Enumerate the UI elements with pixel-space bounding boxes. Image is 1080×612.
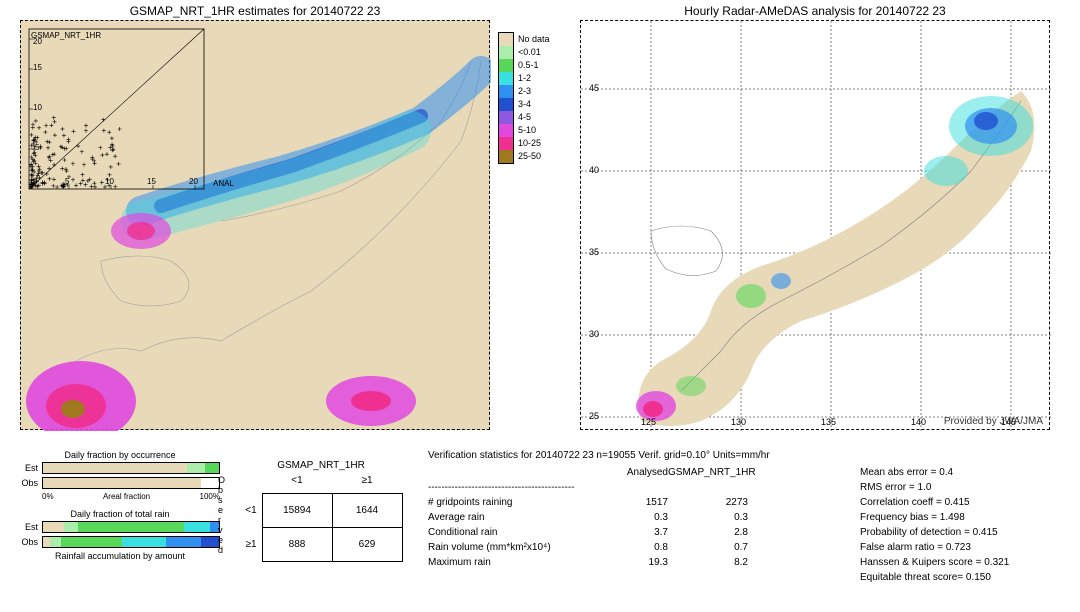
stats-title: Verification statistics for 20140722 23 … — [428, 448, 770, 463]
inset-ytick-4: 20 — [33, 37, 42, 46]
observed-label: Observed — [218, 475, 228, 555]
bar-est-1: Est — [20, 463, 42, 473]
xmin-1: 0% — [42, 492, 54, 501]
bar-occ-obs — [42, 477, 220, 489]
ct-col-2: ≥1 — [332, 475, 402, 493]
lon-125: 125 — [641, 417, 656, 427]
bar-tot-est — [42, 521, 220, 533]
ct-cell-01: 1644 — [332, 493, 403, 528]
inset-ytick-3: 15 — [33, 63, 42, 72]
inset-xtick-1: 5 — [65, 177, 69, 186]
right-map-panel: 45 40 35 30 25 125 130 135 140 145 Provi… — [580, 20, 1050, 430]
color-legend: No data<0.010.5-11-22-33-44-55-1010-2525… — [498, 32, 550, 165]
lat-30: 30 — [589, 329, 599, 339]
inset-ytick-1: 5 — [35, 143, 39, 152]
lat-35: 35 — [589, 247, 599, 257]
ct-title: GSMAP_NRT_1HR — [240, 460, 402, 471]
left-map-panel: GSMAP_NRT_1HR 5 10 15 20 5 10 15 20 ANAL — [20, 20, 490, 430]
lon-130: 130 — [731, 417, 746, 427]
lat-40: 40 — [589, 165, 599, 175]
fraction-title-2: Daily fraction of total rain — [20, 509, 220, 519]
bar-tot-obs — [42, 536, 220, 548]
stats-col-a: Analysed — [598, 465, 668, 480]
ct-cell-11: 629 — [332, 527, 403, 562]
right-map-title: Hourly Radar-AMeDAS analysis for 2014072… — [580, 4, 1050, 18]
ct-row-2: ≥1 — [240, 527, 262, 561]
inset-ytick-2: 10 — [33, 103, 42, 112]
lon-135: 135 — [821, 417, 836, 427]
xmax-1: 100% — [200, 492, 220, 501]
right-map-svg — [581, 21, 1051, 431]
inset-xtick-2: 10 — [105, 177, 114, 186]
bar-obs-2: Obs — [20, 537, 42, 547]
fraction-title-3: Rainfall accumulation by amount — [20, 551, 220, 561]
lat-25: 25 — [589, 411, 599, 421]
ct-cell-10: 888 — [262, 527, 333, 562]
inset-xtick-4: 20 — [189, 177, 198, 186]
contingency-table: GSMAP_NRT_1HR <1 ≥1 <1 15894 1644 ≥1 888… — [240, 460, 402, 561]
lon-140: 140 — [911, 417, 926, 427]
stats-col-b: GSMAP_NRT_1HR — [668, 465, 748, 480]
ct-cell-00: 15894 — [262, 493, 333, 528]
xlabel-1: Areal fraction — [54, 492, 200, 501]
fraction-title-1: Daily fraction by occurrence — [20, 450, 220, 460]
stats-metrics: Mean abs error = 0.4RMS error = 1.0Corre… — [860, 465, 1009, 585]
left-map-svg — [21, 21, 491, 431]
inset-xtick-3: 15 — [147, 177, 156, 186]
stats-block: Verification statistics for 20140722 23 … — [428, 448, 770, 570]
lat-45: 45 — [589, 83, 599, 93]
bar-occ-est — [42, 462, 220, 474]
fraction-bars: Daily fraction by occurrence Est Obs 0%A… — [20, 450, 220, 563]
ct-col-1: <1 — [262, 475, 332, 493]
bar-obs-1: Obs — [20, 478, 42, 488]
bar-est-2: Est — [20, 522, 42, 532]
credit: Provided by JWA/JMA — [944, 416, 1043, 427]
ct-row-1: <1 — [240, 493, 262, 527]
stats-divider: ----------------------------------------… — [428, 480, 770, 495]
left-map-title: GSMAP_NRT_1HR estimates for 20140722 23 — [20, 4, 490, 18]
anal-label: ANAL — [213, 179, 234, 188]
